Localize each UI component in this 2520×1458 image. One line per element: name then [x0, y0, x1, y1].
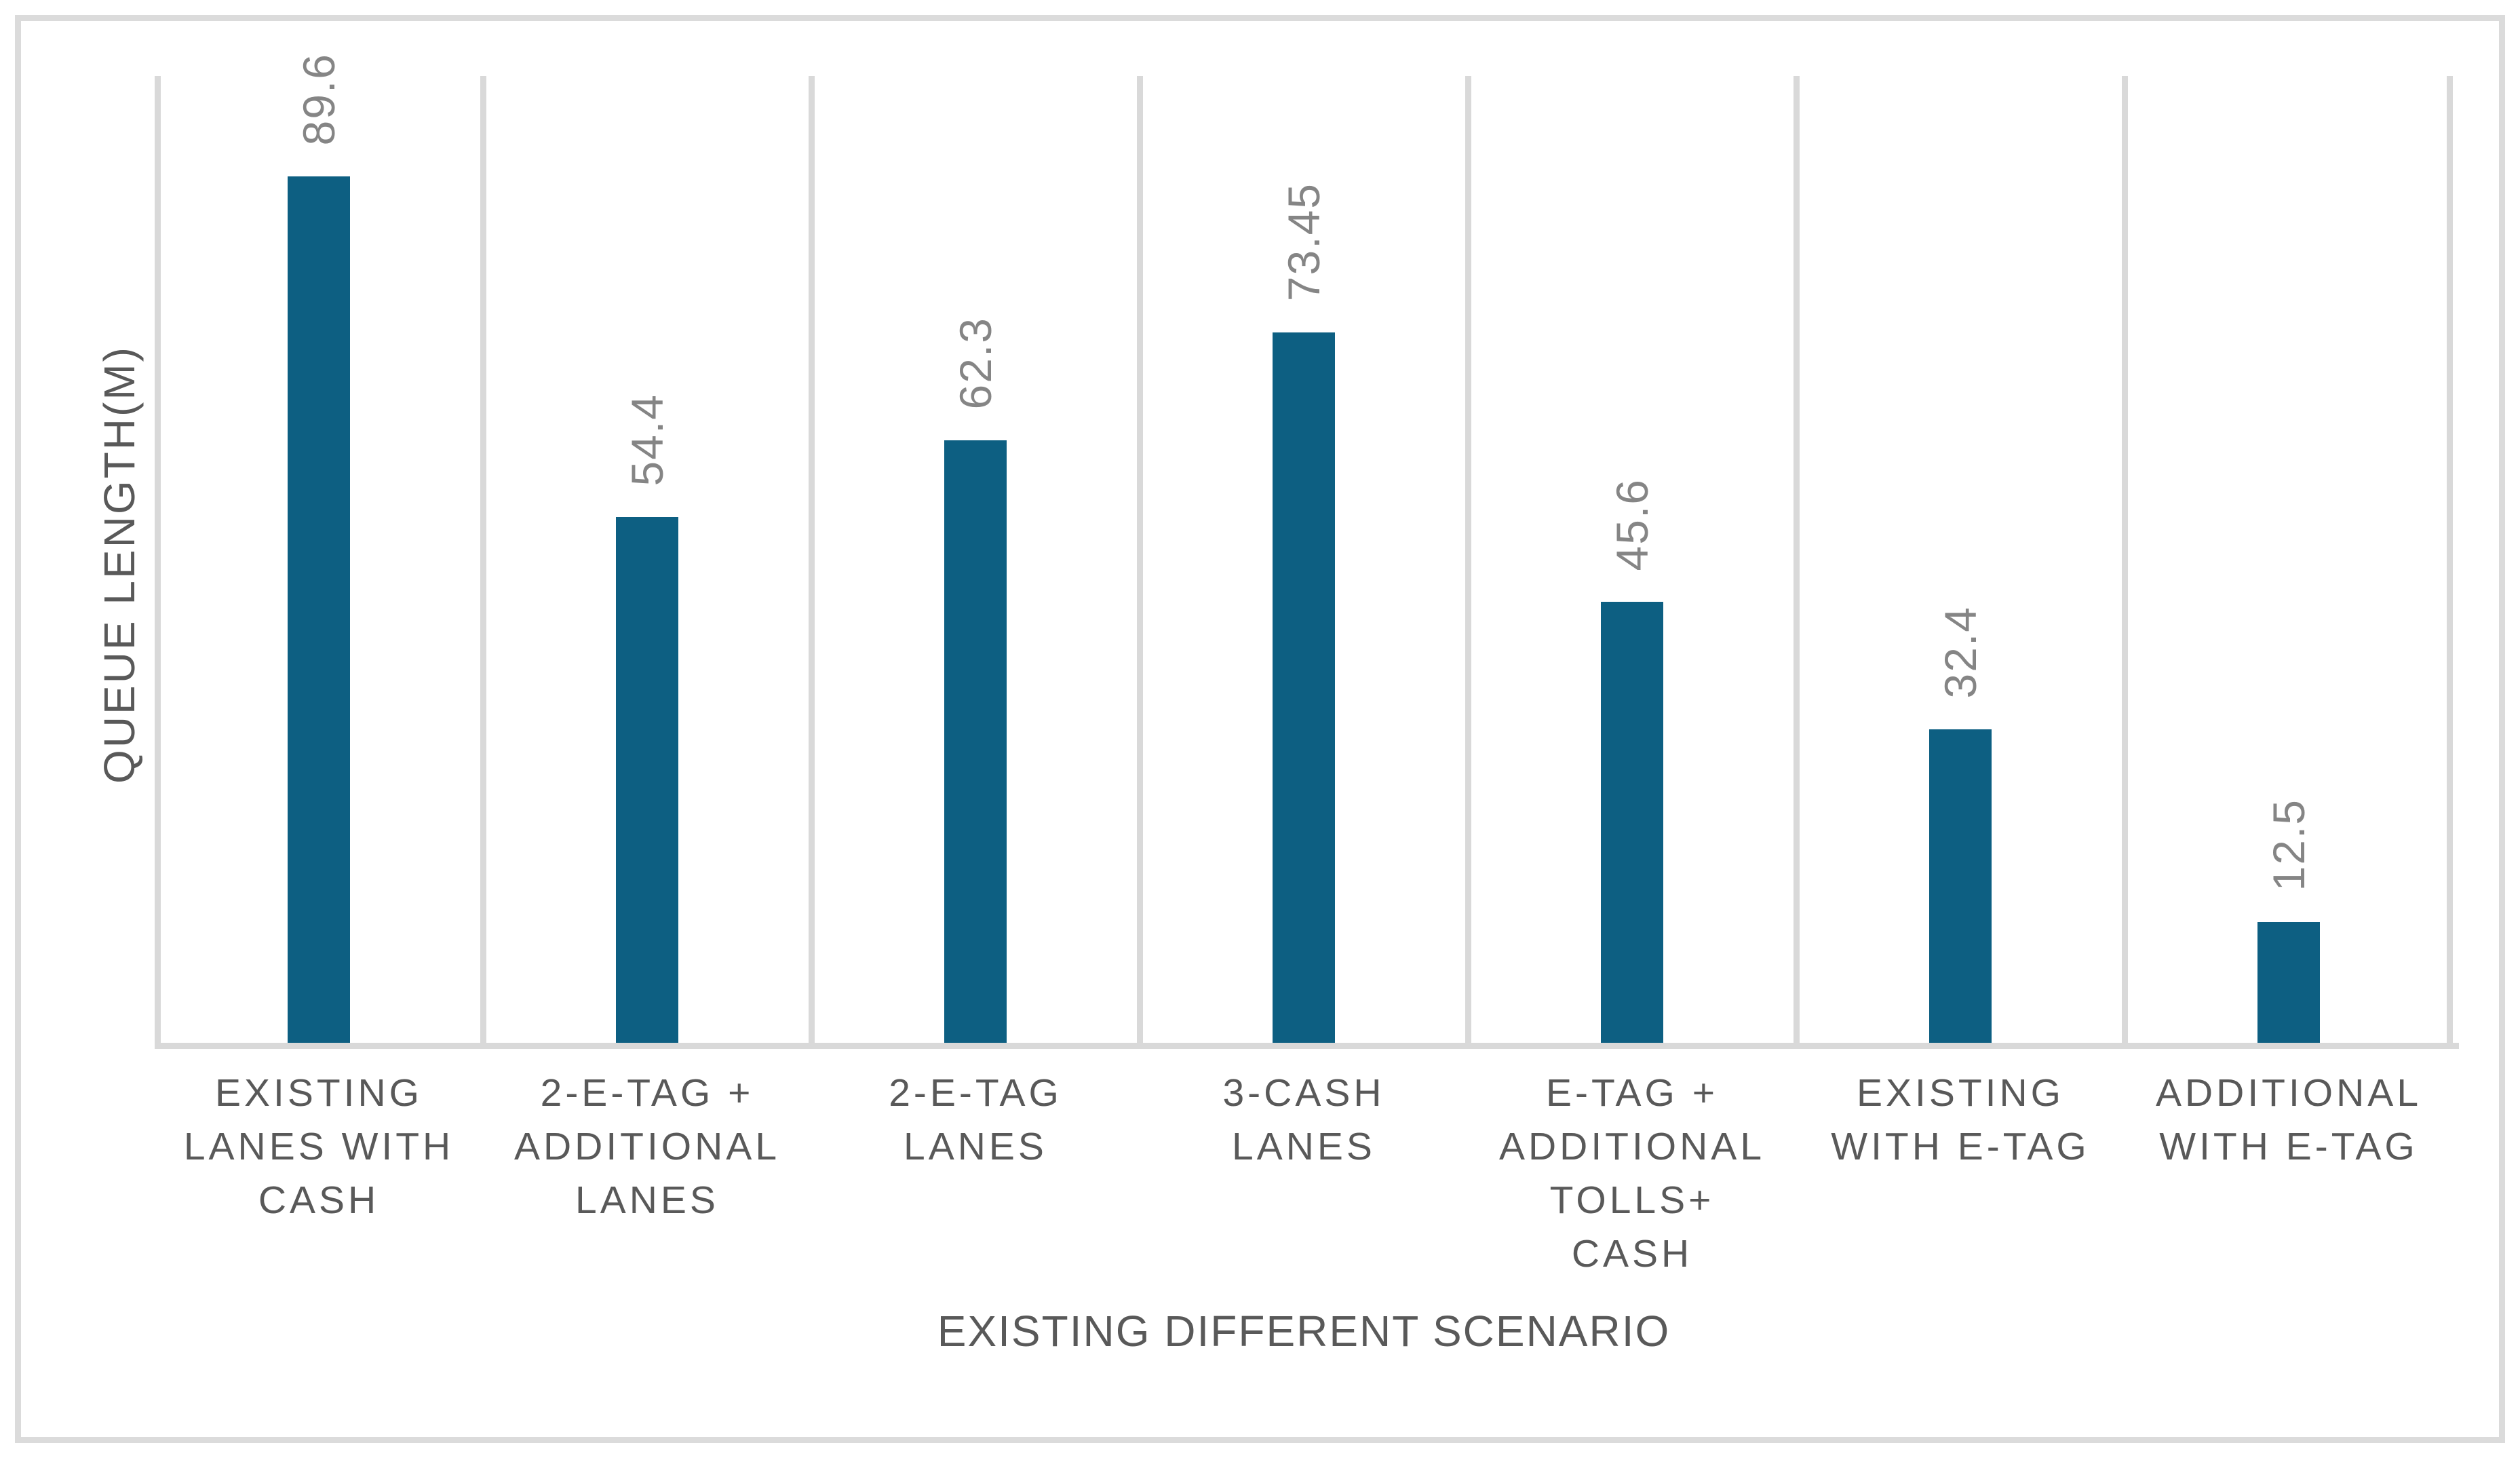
gridline-vertical: [1794, 76, 1800, 1043]
x-axis-line: [155, 1043, 2459, 1049]
bar-4: [1273, 332, 1335, 1043]
plot-area: 89.6 54.4 62.3 73.45 45.6 32.4 12.5: [155, 53, 2453, 1043]
category-label: E-TAG + ADDITIONAL TOLLS+ CASH: [1498, 1071, 1766, 1275]
value-label: 12.5: [2264, 798, 2314, 891]
bar-7: [2257, 922, 2320, 1043]
y-axis-title: QUEUE LENGTH(M): [95, 345, 144, 784]
value-label: 54.4: [622, 393, 672, 486]
value-label: 62.3: [950, 316, 1001, 409]
category-label: 2-E-TAG LANES: [889, 1071, 1062, 1168]
category-label: EXISTING LANES WITH CASH: [183, 1071, 454, 1222]
gridline-vertical: [1465, 76, 1471, 1043]
gridline-vertical: [809, 76, 815, 1043]
value-label: 45.6: [1607, 478, 1657, 571]
chart-border: [15, 15, 2505, 1443]
gridline-vertical: [2122, 76, 2128, 1043]
gridline-vertical: [2447, 76, 2453, 1043]
category-label: EXISTING WITH E-TAG: [1831, 1071, 2090, 1168]
bar-1: [288, 176, 350, 1043]
bar-6: [1929, 729, 1992, 1043]
bar-5: [1601, 602, 1663, 1043]
gridline-vertical: [155, 76, 161, 1043]
gridline-vertical: [1137, 76, 1143, 1043]
bar-3: [944, 440, 1007, 1043]
bar-2: [616, 517, 678, 1043]
value-label: 89.6: [294, 52, 344, 145]
value-label: 32.4: [1935, 605, 1985, 698]
value-label: 73.45: [1279, 182, 1329, 301]
category-label: ADDITIONAL WITH E-TAG: [2155, 1071, 2422, 1168]
gridline-vertical: [480, 76, 486, 1043]
category-label: 3-CASH LANES: [1222, 1071, 1385, 1168]
x-axis-title: EXISTING DIFFERENT SCENARIO: [937, 1307, 1671, 1356]
category-label: 2-E-TAG + ADDITIONAL LANES: [513, 1071, 781, 1222]
